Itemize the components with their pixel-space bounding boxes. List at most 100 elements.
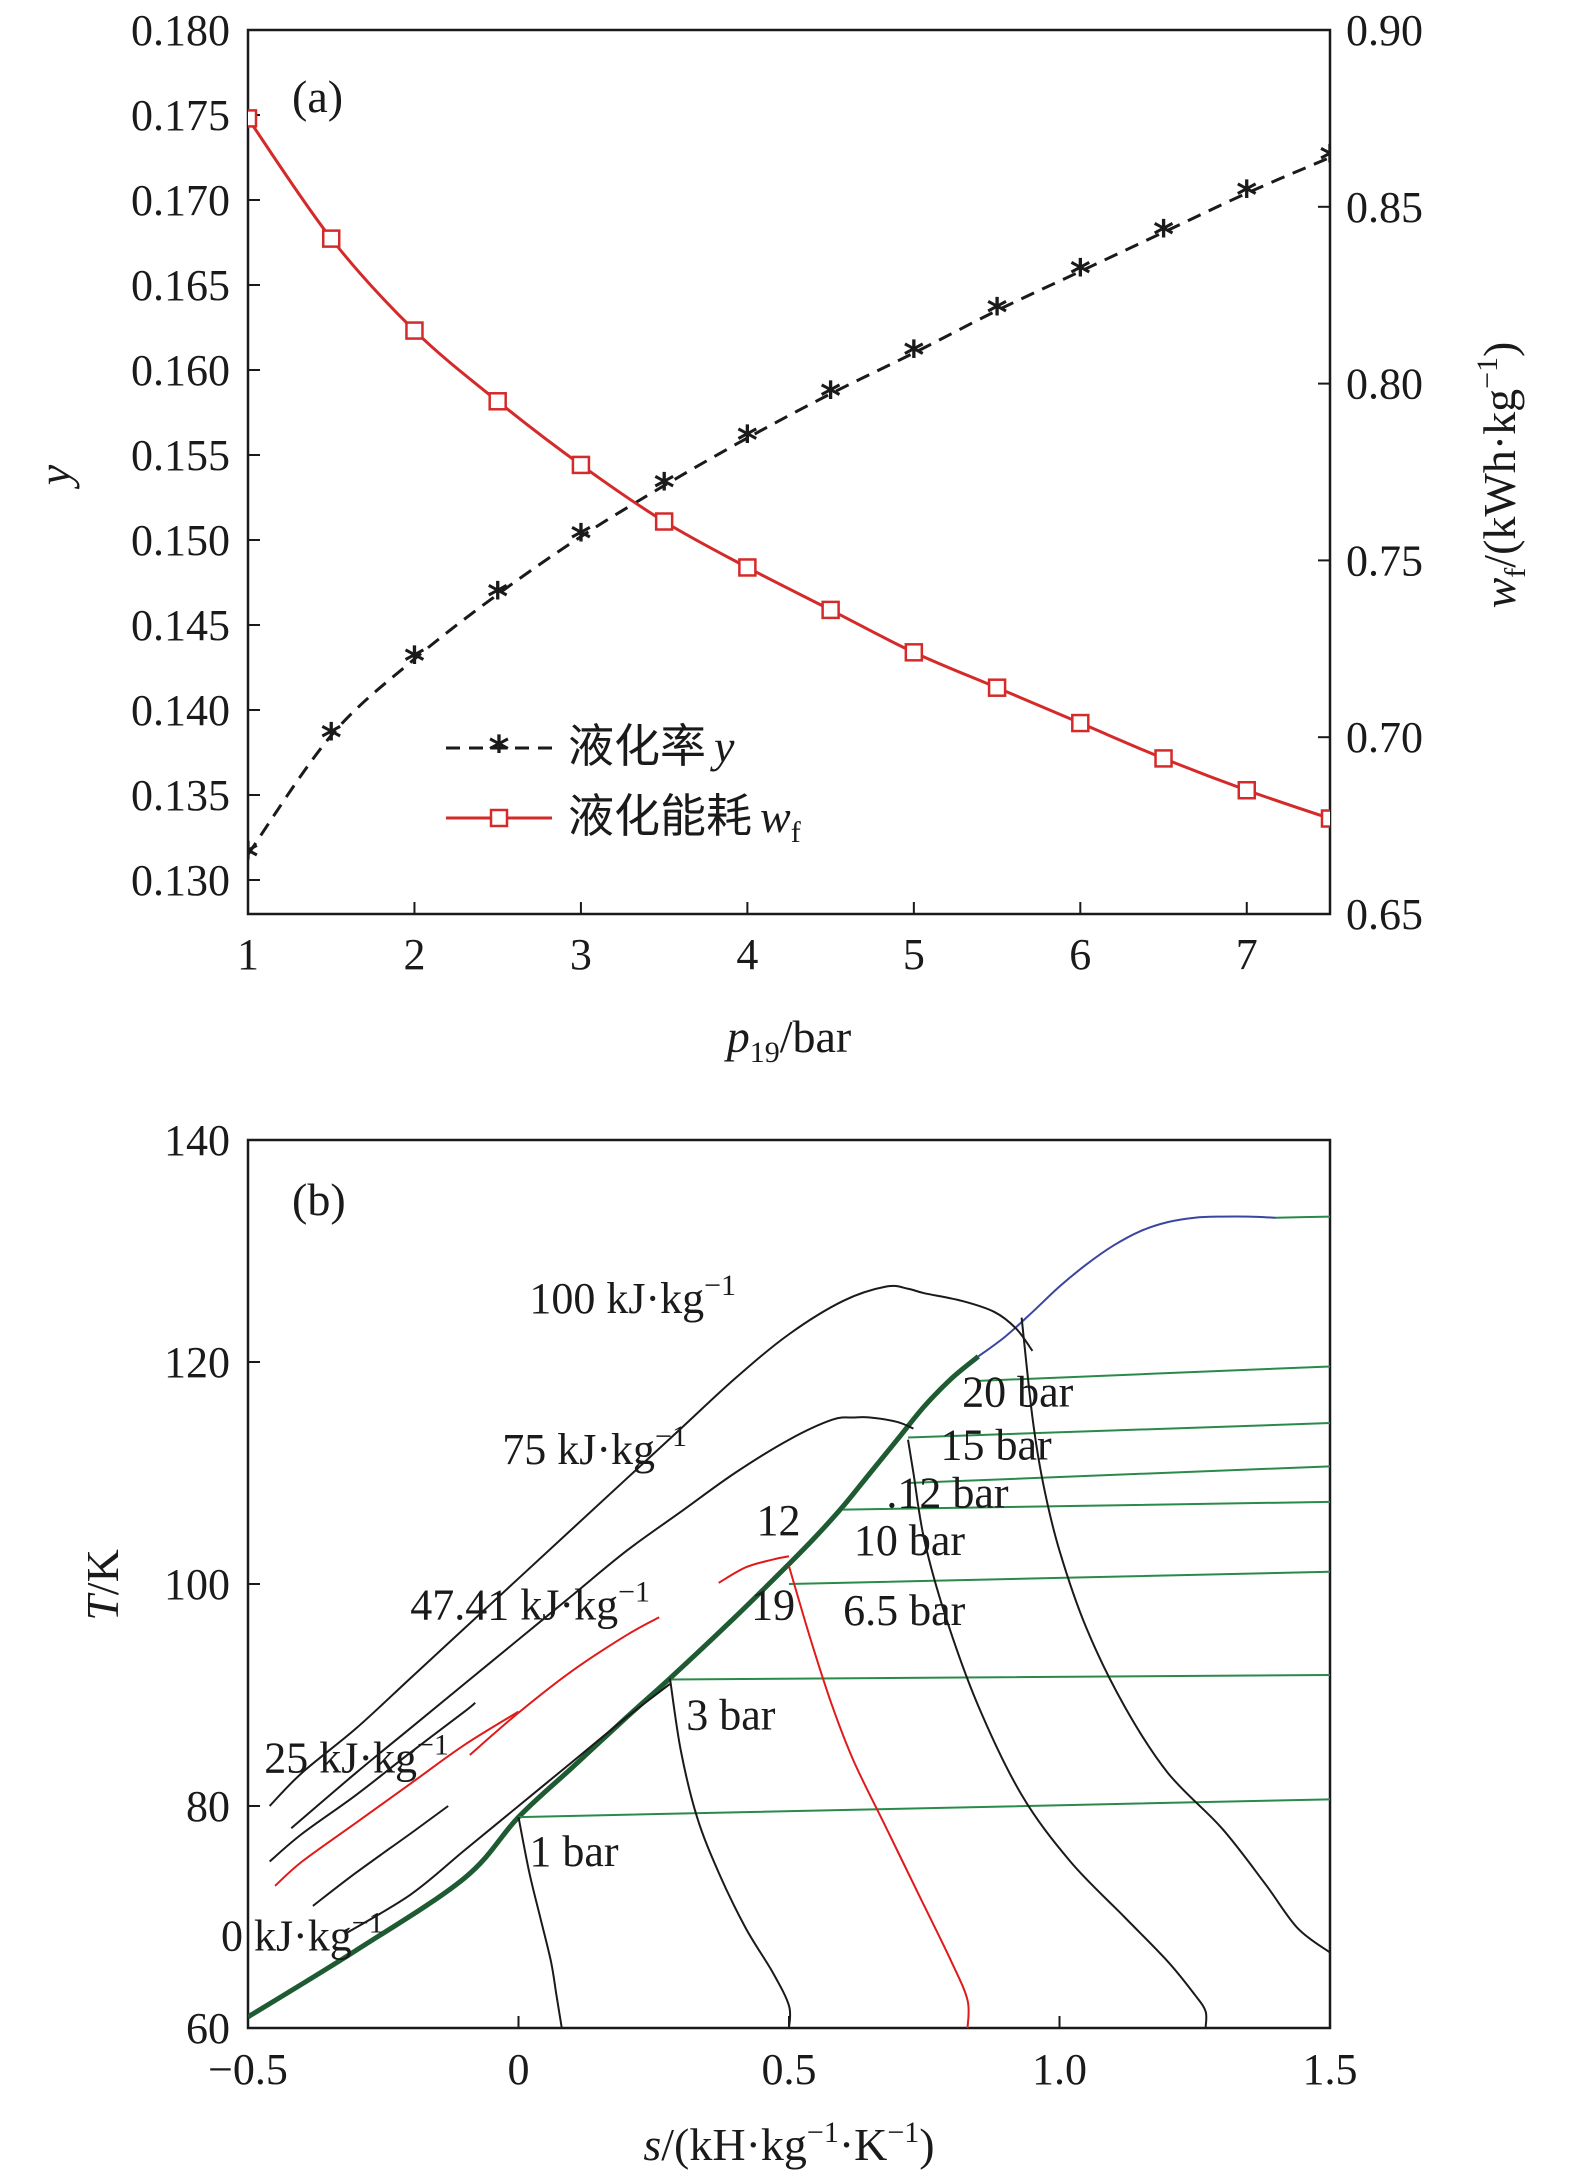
x-tick-label: 5: [903, 930, 925, 979]
annotation-label: 75 kJ·kg−1: [502, 1420, 687, 1474]
curve-8: [907, 1422, 1330, 1439]
chart-a-x-ticks: 1 2 3 4 5 6 7: [237, 902, 1258, 979]
x-tick-label: 1: [237, 930, 259, 979]
annotation-label: 19: [751, 1581, 795, 1630]
x-tick-label: 4: [736, 930, 758, 979]
data-point-square: [738, 558, 757, 577]
y-tick-label: 120: [164, 1338, 230, 1387]
chart-a-y-ticks: 0.130 0.135 0.140 0.145 0.150 0.155 0.160 0.165…: [131, 6, 260, 905]
data-point-asterisk: *: [487, 574, 508, 620]
chart-a-y2-ticks: 0.65 0.70 0.75 0.80 0.85 0.90: [1318, 6, 1423, 939]
y2-tick-label: 0.75: [1346, 536, 1423, 585]
y-tick-label: 0.155: [131, 431, 230, 480]
data-point-asterisk: *: [654, 466, 675, 512]
annotation-label: 1 bar: [529, 1827, 619, 1876]
y-tick-label: 0.165: [131, 261, 230, 310]
curve-1: [977, 1215, 1276, 1358]
data-point-square: [1320, 809, 1330, 828]
chart-a-y2-axis-label: wf/(kWh·kg−1): [1471, 342, 1532, 609]
annotation-label: 12: [757, 1496, 801, 1545]
y-tick-label: 60: [186, 2004, 230, 2053]
curve-3: [518, 1798, 1330, 1819]
x-tick-label: 7: [1236, 930, 1258, 979]
curve-15: [268, 1284, 1034, 1807]
annotation-label: 3 bar: [686, 1690, 776, 1739]
chart-b-y-axis-label: T/K: [77, 1549, 128, 1621]
data-point-square: [1237, 780, 1257, 800]
x-tick-label: 3: [570, 930, 592, 979]
curve-19: [469, 1616, 660, 1756]
chart-a-x-axis-label: p19/bar: [724, 1011, 852, 1069]
annotation-label: 20 bar: [962, 1367, 1074, 1416]
chart-b-plot-area: [248, 1215, 1330, 2028]
curve-18: [274, 1710, 520, 1887]
chart-b-panel-label: (b): [292, 1174, 346, 1225]
y2-tick-label: 0.80: [1346, 360, 1423, 409]
data-point-asterisk: *: [321, 716, 342, 762]
annotation-label: 15 bar: [940, 1421, 1052, 1470]
annotation-label: 100 kJ·kg−1: [529, 1269, 736, 1323]
data-point-square: [488, 392, 507, 411]
curve-14: [1020, 1317, 1330, 1954]
x-tick-label: −0.5: [208, 2045, 288, 2094]
series-line-0: [248, 156, 1330, 856]
y-tick-label: 0.175: [131, 91, 230, 140]
y-tick-label: 0.140: [131, 686, 230, 735]
data-point-square: [321, 229, 341, 248]
curve-5: [788, 1570, 1330, 1585]
data-point-square: [1154, 749, 1173, 768]
curve-10: [517, 1816, 563, 2028]
curve-17: [268, 1701, 476, 1863]
legend-item-liquefaction-rate: * 液化率 y: [446, 719, 735, 774]
y-tick-label: 0.130: [131, 856, 230, 905]
chart-a-frame: [246, 28, 1332, 916]
data-point-square: [904, 643, 924, 662]
chart-a-plot-area: * * * * * * * * * * * * * *: [238, 109, 1330, 881]
y-tick-label: 0.145: [131, 601, 230, 650]
curve-7: [907, 1465, 1330, 1484]
chart-a-y-axis-label: y: [29, 464, 80, 489]
y-tick-label: 0.135: [131, 771, 230, 820]
annotation-label: 25 kJ·kg−1: [264, 1729, 449, 1783]
y-tick-label: 0.170: [131, 176, 230, 225]
legend-marker-asterisk: *: [489, 728, 510, 774]
data-point-asterisk: *: [238, 835, 259, 881]
annotation-label: .12 bar: [886, 1468, 1009, 1517]
curve-9: [978, 1365, 1330, 1382]
data-point-square: [654, 512, 674, 531]
data-point-square: [821, 600, 840, 620]
legend-label-liquefaction-rate: 液化率 y: [568, 719, 735, 773]
data-point-asterisk: *: [737, 418, 758, 464]
curve-11: [668, 1678, 792, 2028]
data-point-square: [248, 109, 258, 128]
chart-b-x-ticks: −0.5 0 0.5 1.0 1.5: [208, 2016, 1358, 2094]
data-point-square: [405, 321, 424, 340]
data-point-asterisk: *: [903, 333, 924, 379]
curve-4: [669, 1674, 1330, 1681]
chart-b-annotations: 100 kJ·kg−1 75 kJ·kg−1 47.41 kJ·kg−1 25 kJ·…: [221, 1269, 1074, 1960]
x-tick-label: 2: [403, 930, 425, 979]
curve-6: [843, 1500, 1330, 1511]
y-tick-label: 0.180: [131, 6, 230, 55]
y-tick-label: 100: [164, 1560, 230, 1609]
x-tick-label: 1.5: [1303, 2045, 1358, 2094]
curve-22: [344, 1683, 671, 1935]
data-point-asterisk: *: [1070, 251, 1091, 297]
curve-20: [718, 1555, 790, 1584]
annotation-label: 47.41 kJ·kg−1: [410, 1576, 650, 1630]
x-tick-label: 0.5: [762, 2045, 817, 2094]
x-tick-label: 6: [1069, 930, 1091, 979]
legend-label-energy-consumption: 液化能耗 wf: [568, 789, 801, 849]
data-point-asterisk: *: [404, 639, 425, 685]
data-point-asterisk: *: [1153, 212, 1174, 258]
curve-12: [788, 1565, 970, 2028]
y-tick-label: 0.160: [131, 346, 230, 395]
data-point-asterisk: *: [820, 374, 841, 420]
y-tick-label: 80: [186, 1782, 230, 1831]
data-point-asterisk: *: [1236, 173, 1257, 219]
curve-13: [907, 1439, 1208, 2028]
data-point-square: [571, 455, 591, 475]
data-point-asterisk: *: [570, 517, 591, 563]
